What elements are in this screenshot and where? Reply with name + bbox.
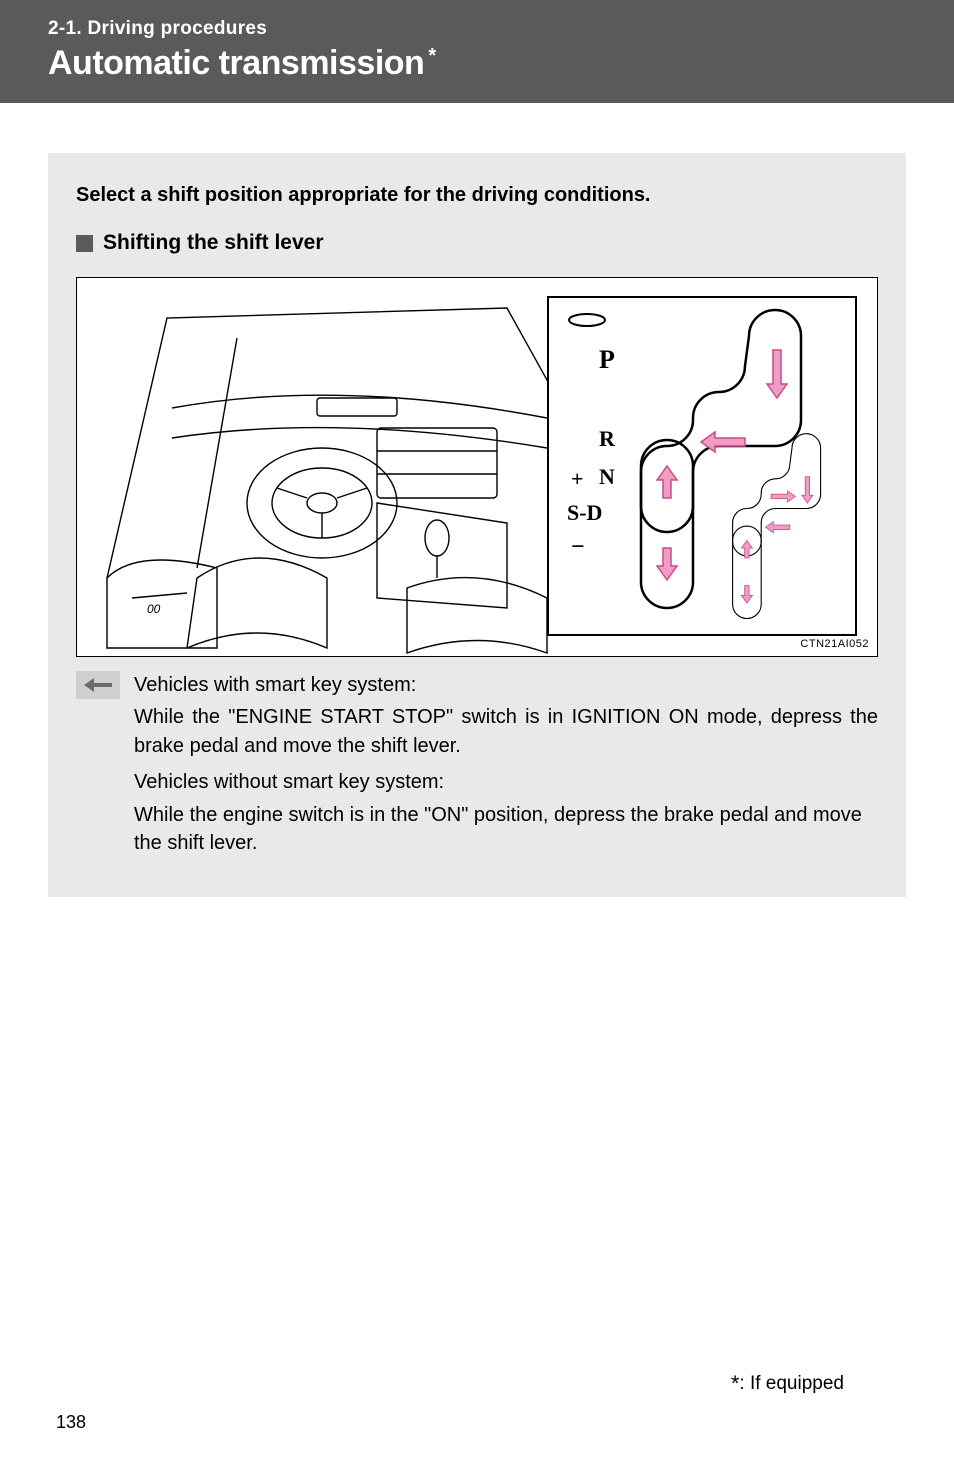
page-title-asterisk: * xyxy=(428,45,435,67)
gate-label-plus: + xyxy=(571,466,584,491)
body-text: Vehicles with smart key system: While th… xyxy=(134,671,878,861)
shift-gate-panel: P R N + S-D − xyxy=(547,296,857,636)
footnote: *: If equipped xyxy=(731,1371,844,1397)
gate-label-minus: − xyxy=(571,534,585,560)
page-title-text: Automatic transmission xyxy=(48,44,424,82)
car-interior-illustration: 00 xyxy=(77,278,577,657)
subheading-row: Shifting the shift lever xyxy=(76,231,878,255)
gate-label-r: R xyxy=(599,426,616,451)
page-title: Automatic transmission* xyxy=(48,44,954,83)
square-bullet-icon xyxy=(76,235,93,252)
body-p3: Vehicles without smart key system: xyxy=(134,768,878,796)
body-p2: While the "ENGINE START STOP" switch is … xyxy=(134,703,878,760)
content-box: Select a shift position appropriate for … xyxy=(48,153,906,897)
page-number: 138 xyxy=(56,1412,86,1433)
intro-text: Select a shift position appropriate for … xyxy=(76,181,878,209)
footnote-text: : If equipped xyxy=(739,1373,844,1394)
section-number: 2-1. Driving procedures xyxy=(48,18,954,40)
gate-label-sd: S-D xyxy=(567,500,602,525)
body-text-row: Vehicles with smart key system: While th… xyxy=(76,671,878,861)
shift-gate-diagram: P R N + S-D − xyxy=(549,298,859,638)
diagram-code: CTN21AI052 xyxy=(800,638,869,650)
gate-label-p: P xyxy=(599,345,615,374)
subheading-text: Shifting the shift lever xyxy=(103,231,324,255)
diagram-frame: 00 xyxy=(76,277,878,657)
body-p4: While the engine switch is in the "ON" p… xyxy=(134,801,878,858)
body-p1: Vehicles with smart key system: xyxy=(134,671,878,699)
left-arrow-icon xyxy=(76,671,120,699)
header-band: 2-1. Driving procedures Automatic transm… xyxy=(0,0,954,103)
svg-text:00: 00 xyxy=(147,602,161,616)
gate-label-n: N xyxy=(599,464,615,489)
